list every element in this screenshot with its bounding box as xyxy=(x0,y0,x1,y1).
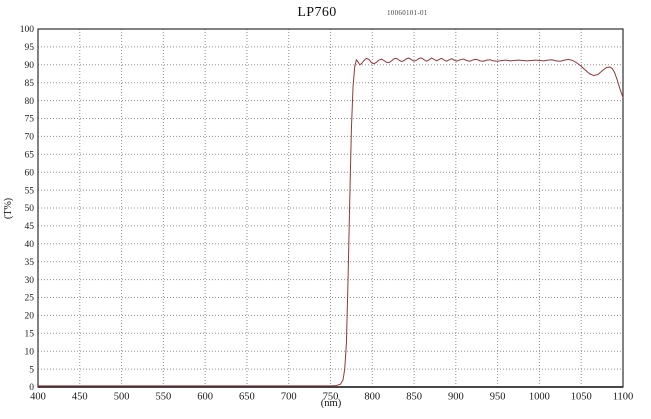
y-tick-label: 25 xyxy=(25,294,35,304)
x-tick-label: 850 xyxy=(406,392,422,403)
x-tick-label: 450 xyxy=(72,392,88,403)
y-tick-label: 55 xyxy=(25,186,35,196)
x-tick-label: 550 xyxy=(155,392,171,403)
y-tick-label: 30 xyxy=(25,276,35,286)
y-tick-label: 85 xyxy=(25,79,35,89)
chart-title: LP760 xyxy=(297,5,337,20)
x-tick-label: 750 xyxy=(323,392,339,403)
x-tick-label: 650 xyxy=(239,392,255,403)
x-tick-label: 800 xyxy=(364,392,380,403)
x-tick-label: 950 xyxy=(490,392,506,403)
y-tick-label: 0 xyxy=(29,383,34,393)
chart-serial-number: 10060101-01 xyxy=(387,9,428,17)
x-tick-label: 900 xyxy=(448,392,464,403)
x-tick-label: 600 xyxy=(197,392,213,403)
y-tick-label: 35 xyxy=(25,258,35,268)
y-tick-label: 100 xyxy=(20,25,35,35)
y-tick-label: 5 xyxy=(29,365,34,375)
y-tick-label: 15 xyxy=(25,330,35,340)
x-tick-label: 1000 xyxy=(529,392,550,403)
y-tick-label: 90 xyxy=(25,61,35,71)
y-tick-label: 45 xyxy=(25,222,35,232)
y-axis-label: (T%) xyxy=(3,197,14,219)
x-tick-label: 1050 xyxy=(571,392,592,403)
y-tick-label: 80 xyxy=(25,97,35,107)
x-tick-label: 500 xyxy=(114,392,130,403)
x-tick-label: 1100 xyxy=(613,392,634,403)
transmission-curve xyxy=(37,57,624,387)
x-tick-label: 400 xyxy=(30,392,46,403)
y-tick-label: 50 xyxy=(25,204,35,214)
y-tick-label: 75 xyxy=(25,115,35,125)
y-tick-label: 70 xyxy=(25,133,35,143)
y-tick-label: 40 xyxy=(25,240,35,250)
y-tick-label: 20 xyxy=(25,312,35,322)
y-tick-label: 10 xyxy=(25,347,35,357)
y-tick-label: 60 xyxy=(25,168,35,178)
y-tick-label: 65 xyxy=(25,151,35,161)
x-tick-label: 700 xyxy=(281,392,297,403)
x-axis-label: (nm) xyxy=(320,398,342,409)
y-tick-label: 95 xyxy=(25,43,35,53)
